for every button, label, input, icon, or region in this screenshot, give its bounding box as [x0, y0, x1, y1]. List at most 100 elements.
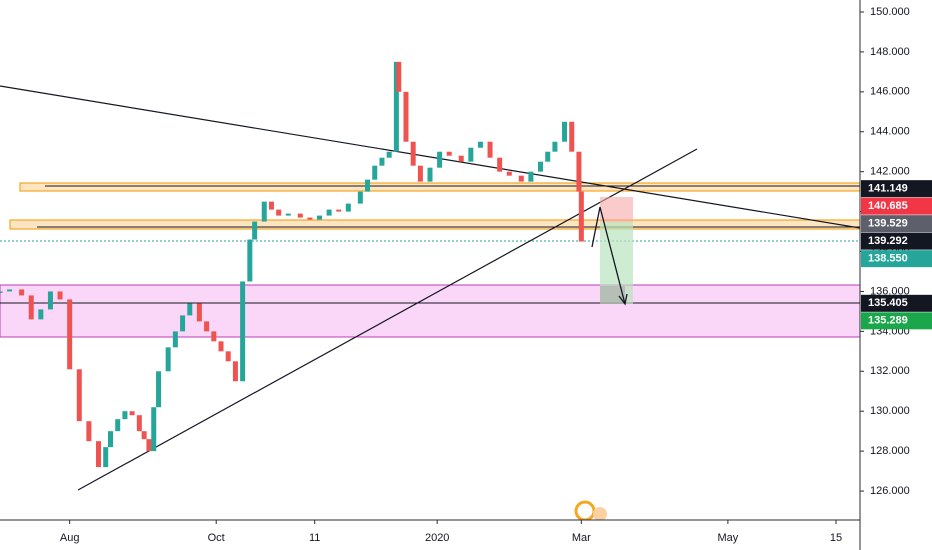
y-tick-label: 148.000: [870, 46, 910, 58]
candle: [578, 191, 584, 242]
candle: [211, 331, 217, 342]
y-tick-label: 144.000: [870, 126, 910, 138]
candle: [569, 121, 575, 152]
candle: [103, 447, 109, 468]
candle: [393, 61, 399, 152]
candle: [19, 289, 25, 296]
price-label: 135.405: [868, 297, 908, 309]
candle: [156, 371, 162, 408]
candle: [204, 321, 210, 332]
candle: [396, 61, 402, 92]
candle: [365, 179, 371, 192]
candle: [379, 157, 385, 166]
candle: [108, 431, 114, 448]
candle: [225, 351, 231, 362]
candle: [247, 239, 253, 282]
candle: [437, 151, 443, 168]
candle: [506, 171, 512, 176]
candles: [0, 61, 584, 468]
candle: [95, 441, 101, 468]
candle: [487, 141, 493, 158]
candle: [122, 411, 128, 420]
position-box: [600, 286, 625, 304]
candle: [336, 209, 342, 212]
candle: [252, 221, 258, 240]
candle: [285, 213, 291, 216]
candle: [187, 303, 193, 316]
candle: [196, 303, 202, 322]
candle: [307, 217, 313, 220]
candle: [468, 147, 474, 162]
candle: [165, 347, 171, 372]
candle: [446, 151, 452, 156]
price-axis: [860, 0, 932, 550]
candle: [545, 151, 551, 162]
price-label: 138.550: [868, 253, 908, 265]
candle: [576, 151, 582, 192]
x-tick-label: May: [717, 532, 738, 544]
price-label-box: [861, 312, 932, 330]
candle: [316, 215, 322, 220]
price-label-box: [861, 232, 932, 250]
x-tick-label: Mar: [572, 532, 591, 544]
axes: 126.000128.000130.000132.000134.000136.0…: [60, 6, 932, 544]
candle: [410, 141, 416, 166]
x-tick-label: 15: [830, 532, 842, 544]
candle: [538, 161, 544, 172]
candle: [38, 309, 44, 320]
y-tick-label: 142.000: [870, 166, 910, 178]
candle: [0, 291, 3, 293]
orange-zone: [19, 182, 861, 192]
y-tick-label: 130.000: [870, 405, 910, 417]
x-tick-label: Oct: [208, 532, 225, 544]
price-label-box: [861, 250, 932, 268]
candle: [57, 291, 63, 300]
candle: [417, 165, 423, 182]
candle: [28, 295, 34, 320]
y-tick-label: 132.000: [870, 365, 910, 377]
candle: [76, 369, 82, 422]
candle: [129, 411, 135, 416]
price-label: 139.529: [868, 218, 908, 230]
candle: [552, 141, 558, 152]
candle: [268, 201, 274, 210]
arrow-head: [618, 293, 628, 306]
trend-line: [77, 148, 698, 491]
x-tick-label: 2020: [425, 532, 449, 544]
candle: [386, 151, 392, 158]
forecast-arrow: [591, 206, 626, 305]
candle: [372, 165, 378, 180]
candle: [7, 289, 13, 292]
time-axis: [0, 520, 860, 550]
candle: [136, 415, 142, 432]
price-label-box: [861, 180, 932, 198]
candle: [172, 331, 178, 348]
candle: [458, 155, 464, 162]
candle: [518, 175, 524, 182]
candle: [528, 171, 534, 182]
candle: [232, 361, 238, 382]
y-tick-label: 146.000: [870, 86, 910, 98]
candle: [47, 291, 53, 310]
candle: [240, 281, 246, 382]
price-label-box: [861, 215, 932, 233]
candle: [276, 209, 282, 216]
trend-line: [0, 85, 861, 229]
y-tick-label: 136.000: [870, 285, 910, 297]
candle: [261, 201, 267, 222]
candle: [297, 213, 303, 218]
price-label: 140.685: [868, 200, 908, 212]
candle: [146, 439, 152, 452]
price-label: 139.292: [868, 235, 908, 247]
y-tick-label: 150.000: [870, 6, 910, 18]
candle: [326, 209, 332, 216]
candle: [67, 299, 73, 370]
price-label: 135.289: [868, 315, 908, 327]
candle: [477, 141, 483, 148]
candle: [180, 315, 186, 332]
y-tick-label: 126.000: [870, 485, 910, 497]
candle: [86, 421, 92, 442]
candle: [403, 91, 409, 142]
